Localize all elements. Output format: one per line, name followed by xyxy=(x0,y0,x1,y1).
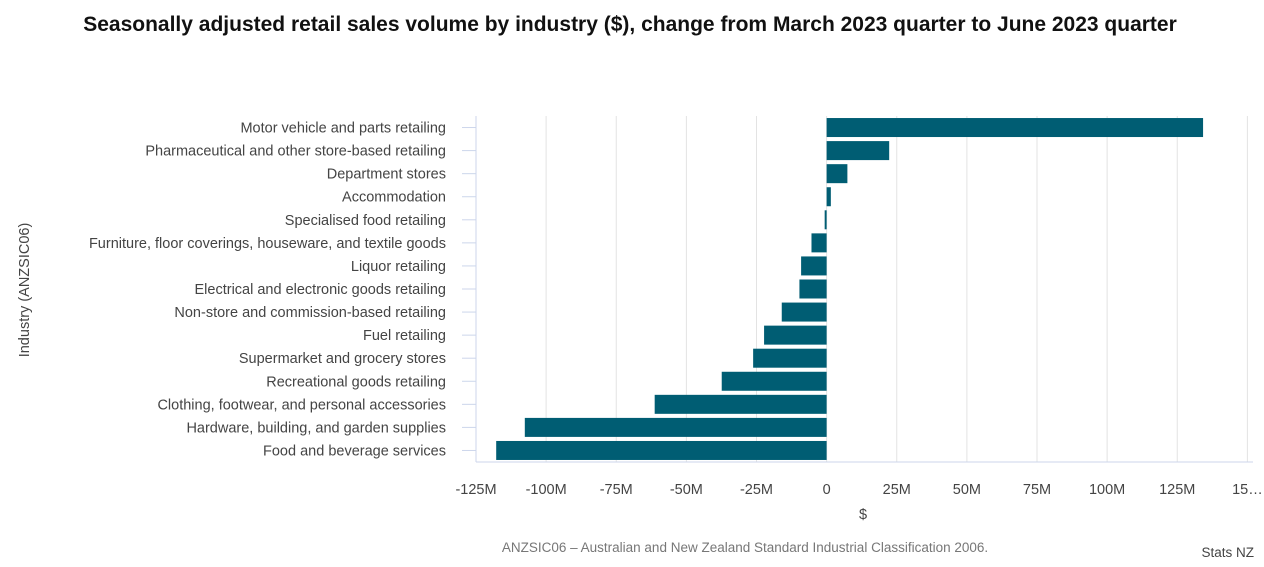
category-labels: Motor vehicle and parts retailing Pharmac… xyxy=(89,121,446,460)
bar[interactable] xyxy=(811,233,827,253)
chart-credit: Stats NZ xyxy=(1201,545,1254,560)
x-tick-label: -50M xyxy=(670,482,703,498)
category-label: Furniture, floor coverings, houseware, a… xyxy=(89,236,446,252)
bar[interactable] xyxy=(826,141,890,161)
x-tick-label: -25M xyxy=(740,482,773,498)
bar[interactable] xyxy=(824,210,827,230)
category-label: Accommodation xyxy=(342,190,446,206)
bar[interactable] xyxy=(764,325,827,345)
x-tick-label: 100M xyxy=(1089,482,1125,498)
x-tick-labels: -125M -100M -75M -50M -25M 0 25M 50M 75M 100M 125M… xyxy=(455,482,1262,498)
category-label: Fuel retailing xyxy=(363,328,446,344)
category-label: Specialised food retailing xyxy=(285,213,446,229)
x-tick-label: 15… xyxy=(1232,482,1263,498)
category-label: Hardware, building, and garden supplies xyxy=(186,420,446,436)
x-tick-label: -100M xyxy=(526,482,567,498)
grid-lines xyxy=(462,116,1253,463)
x-tick-label: 75M xyxy=(1023,482,1051,498)
bars xyxy=(496,118,1204,460)
bar[interactable] xyxy=(524,417,827,437)
category-label: Liquor retailing xyxy=(351,259,446,275)
category-label: Department stores xyxy=(327,167,446,183)
category-label: Recreational goods retailing xyxy=(266,374,446,390)
category-label: Electrical and electronic goods retailin… xyxy=(195,282,446,298)
chart-title: Seasonally adjusted retail sales volume … xyxy=(83,13,1177,36)
category-label: Food and beverage services xyxy=(263,443,446,459)
category-label: Non-store and commission-based retailing xyxy=(174,305,446,321)
x-tick-label: -75M xyxy=(600,482,633,498)
chart-caption: ANZSIC06 – Australian and New Zealand St… xyxy=(501,540,989,555)
bar[interactable] xyxy=(826,187,831,207)
category-label: Supermarket and grocery stores xyxy=(239,351,446,367)
bar[interactable] xyxy=(781,302,827,322)
bar[interactable] xyxy=(753,348,827,368)
x-tick-label: 50M xyxy=(953,482,981,498)
bar[interactable] xyxy=(799,279,827,299)
bar[interactable] xyxy=(496,440,827,460)
bar[interactable] xyxy=(801,256,827,276)
bar[interactable] xyxy=(826,118,1204,138)
bar[interactable] xyxy=(826,164,848,184)
x-tick-label: 25M xyxy=(883,482,911,498)
x-tick-label: 125M xyxy=(1159,482,1195,498)
x-tick-label: -125M xyxy=(455,482,496,498)
y-axis-title: Industry (ANZSIC06) xyxy=(17,223,33,358)
bar[interactable] xyxy=(654,394,827,414)
category-label: Motor vehicle and parts retailing xyxy=(240,121,446,137)
category-label: Clothing, footwear, and personal accesso… xyxy=(157,397,446,413)
bar[interactable] xyxy=(721,371,827,391)
x-axis-title: $ xyxy=(859,507,867,523)
category-label: Pharmaceutical and other store-based ret… xyxy=(145,144,446,160)
x-tick-label: 0 xyxy=(823,482,831,498)
